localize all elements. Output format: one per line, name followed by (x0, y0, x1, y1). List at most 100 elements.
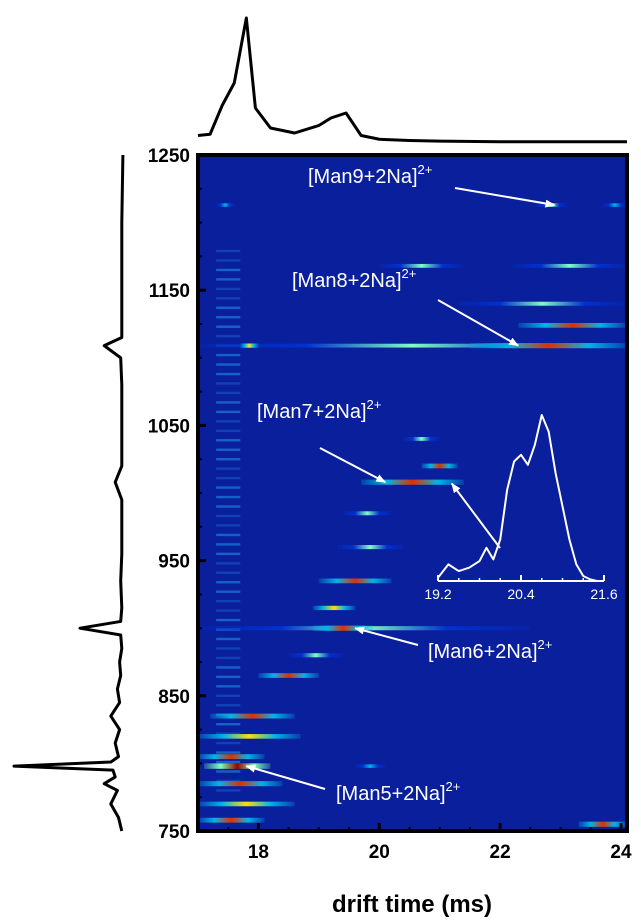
y-tick-label: 850 (158, 687, 190, 708)
peak-charge: 2+ (446, 779, 461, 794)
heatmap-band (469, 343, 627, 349)
heatmap-streak (216, 458, 241, 461)
heatmap-streak (216, 372, 241, 376)
heatmap-band (361, 479, 464, 485)
heatmap-band (518, 322, 627, 328)
peak-arrow (319, 447, 387, 484)
heatmap-background (198, 155, 627, 831)
heatmap-band (312, 625, 374, 631)
heatmap-streak (216, 741, 241, 745)
heatmap-streak (216, 505, 241, 508)
heatmap-streak (216, 543, 241, 546)
peak-arrow (454, 187, 556, 208)
heatmap-streak (216, 562, 241, 565)
heatmap-band (198, 817, 265, 823)
heatmap-band (198, 801, 295, 807)
heatmap-streak (216, 420, 241, 423)
heatmap-streak (216, 439, 241, 442)
heatmap-streak (216, 514, 241, 518)
heatmap-band (578, 821, 627, 827)
inset-arrow (450, 482, 501, 549)
heatmap-band (312, 605, 356, 611)
heatmap-streak (216, 316, 241, 319)
annotations: [Man9+2Na]2+ [Man8+2Na]2+ [Man7+2Na]2+ [Man… (245, 162, 556, 805)
heatmap-band (318, 578, 392, 584)
heatmap-streak (216, 789, 241, 792)
heatmap-streak (216, 476, 241, 480)
heatmap-streak (216, 779, 241, 783)
heatmap-streak (216, 770, 241, 773)
heatmap-streak (216, 581, 241, 584)
inset-x-tick-label: 20.4 (507, 586, 534, 602)
heatmap-streak (216, 495, 241, 499)
heatmap-streak (216, 401, 241, 404)
y-tick-label: 1150 (149, 281, 190, 302)
heatmap-streak (216, 467, 241, 470)
heatmap-streak (216, 363, 241, 366)
heatmap-band (198, 754, 265, 760)
heatmap-band (355, 764, 386, 768)
peak-charge: 2+ (402, 266, 417, 281)
heatmap-band (258, 673, 319, 678)
heatmap-streak (216, 325, 241, 328)
heatmap-band (343, 511, 392, 516)
peak-label: [Man8+2Na]2+ (292, 266, 416, 292)
heatmap-streak (216, 287, 241, 291)
inset-arrival-distribution: 19.2 20.4 21.6 (424, 414, 618, 602)
heatmap-streak (216, 552, 241, 556)
heatmap-streak (216, 448, 241, 451)
heatmap-streak (216, 249, 241, 253)
peak-charge: 2+ (367, 397, 382, 412)
heatmap-band (421, 463, 458, 469)
heatmap-band (457, 301, 627, 306)
heatmap-streak (216, 732, 241, 735)
drift-profile-line (197, 16, 627, 144)
heatmap-streak (216, 353, 241, 357)
heatmap-band (512, 263, 627, 268)
heatmap-streak (216, 391, 241, 395)
heatmap-streak (216, 486, 241, 489)
drift-time-profile (197, 16, 627, 144)
heatmap-streak (216, 524, 241, 527)
heatmap-streak (216, 590, 241, 593)
peak-arrow (354, 626, 419, 646)
heatmap-streak (216, 278, 241, 281)
peak-label: [Man5+2Na]2+ (336, 779, 460, 805)
heatmap-streak (216, 599, 241, 603)
heatmap-band (198, 734, 301, 739)
heatmap-streak (216, 685, 241, 688)
heatmap-streak (216, 618, 241, 622)
peak-charge: 2+ (418, 162, 433, 177)
heatmap-streak (216, 297, 241, 300)
peak-arrow (437, 299, 520, 347)
heatmap-band (336, 545, 404, 550)
heatmap-plot-area (198, 155, 627, 831)
heatmap-streak (216, 704, 241, 707)
x-tick-label: 22 (490, 842, 511, 863)
peak-charge: 2+ (538, 637, 553, 652)
heatmap-band (216, 203, 235, 207)
heatmap-streak (216, 666, 241, 669)
heatmap-streak (216, 751, 241, 754)
heatmap-streak (216, 675, 241, 679)
heatmap-streak (216, 694, 241, 697)
peak-label: [Man6+2Na]2+ (428, 637, 552, 663)
y-tick-label: 950 (158, 552, 190, 573)
heatmap-band (288, 653, 344, 658)
heatmap-streak (216, 334, 241, 338)
peak-label: [Man7+2Na]2+ (257, 397, 381, 423)
heatmap-band (240, 343, 259, 348)
mz-profile (12, 154, 125, 832)
heatmap-streak (216, 647, 241, 650)
heatmap-streak (216, 760, 241, 764)
x-tick-label: 24 (610, 842, 632, 863)
heatmap-band (379, 263, 464, 268)
heatmap-band (204, 763, 271, 769)
y-tick-label: 750 (158, 822, 190, 843)
heatmap-streak (216, 533, 241, 537)
heatmap-streak (216, 382, 241, 385)
heatmap-streak (216, 722, 241, 726)
y-tick-label: 1250 (148, 146, 190, 167)
y-tick-label: 1050 (148, 416, 190, 437)
